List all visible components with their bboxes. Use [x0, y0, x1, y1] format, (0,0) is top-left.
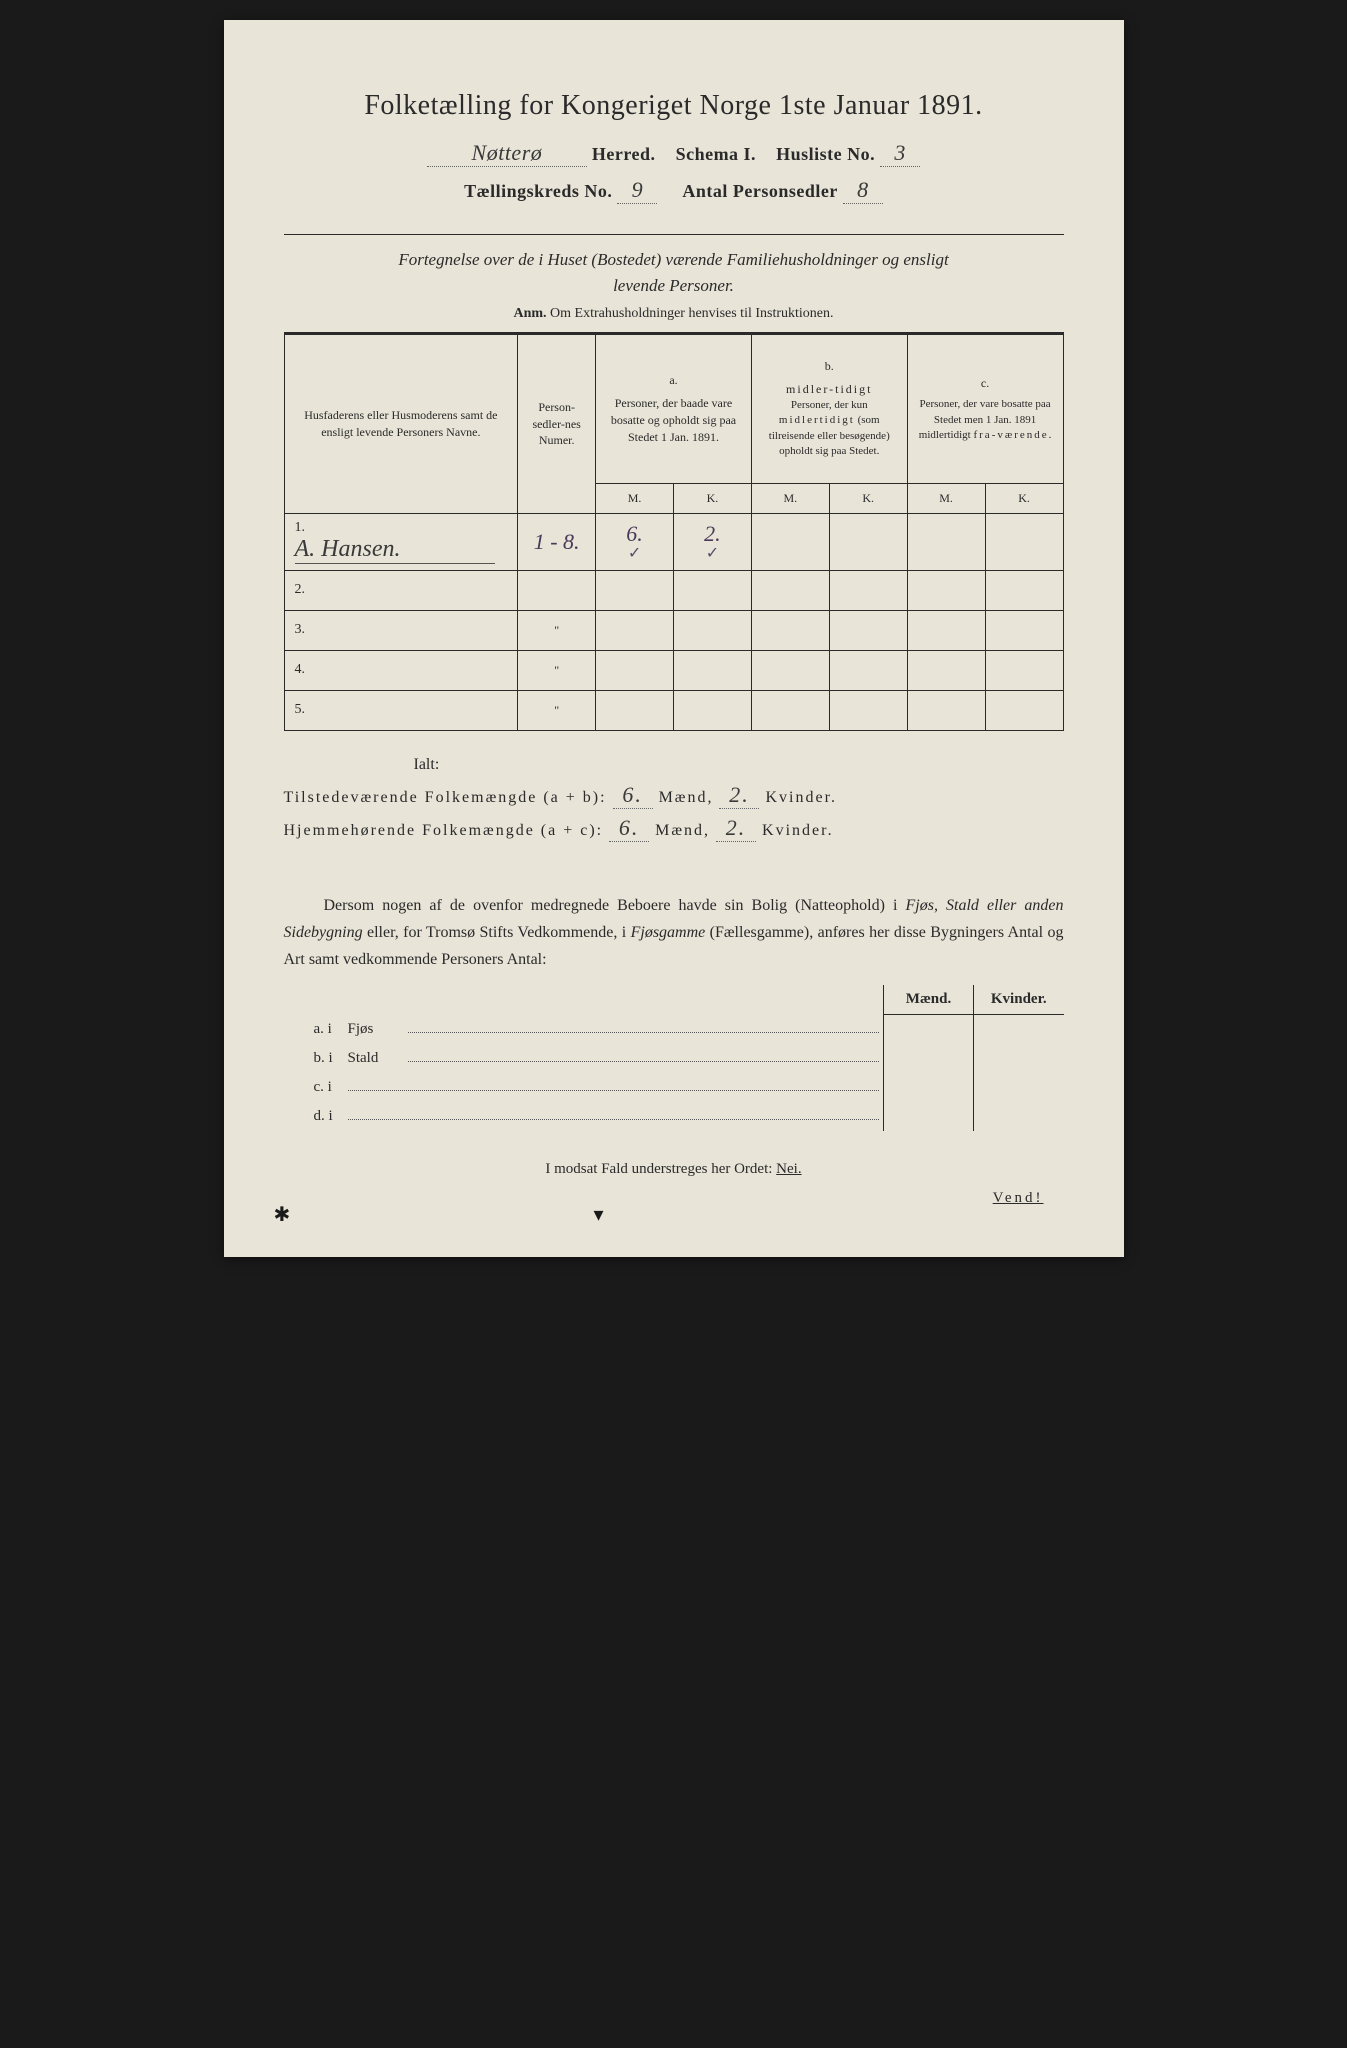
table-row: 2. [284, 570, 1063, 610]
anm-note: Anm. Om Extrahusholdninger henvises til … [284, 306, 1064, 322]
subtitle-line2: levende Personer. [613, 276, 734, 295]
aux-maend: Mænd. [884, 985, 974, 1015]
aux-row: b. i Stald [284, 1044, 1064, 1073]
husliste-value: 3 [880, 140, 920, 167]
col-a-m: M. [596, 484, 674, 514]
col-c-m: M. [907, 484, 985, 514]
col-a-k: K. [673, 484, 751, 514]
page-title: Folketælling for Kongeriget Norge 1ste J… [284, 90, 1064, 122]
col-header-a: a. Personer, der baade vare bosatte og o… [596, 334, 752, 484]
husliste-label: Husliste No. [776, 144, 875, 164]
herred-value: Nøtterø [427, 140, 587, 167]
col-header-names: Husfaderens eller Husmoderens samt de en… [284, 334, 518, 514]
hjemme-row: Hjemmehørende Folkemængde (a + c): 6. Mæ… [284, 815, 1064, 842]
table-row: 3. " [284, 610, 1063, 650]
header-line-2: Tællingskreds No. 9 Antal Personsedler 8 [284, 177, 1064, 204]
personsedler-value: 8 [843, 177, 883, 204]
ink-mark-icon: ▾ [594, 1202, 604, 1227]
household-table: Husfaderens eller Husmoderens samt de en… [284, 332, 1064, 731]
table-row: 5. " [284, 690, 1063, 730]
col-header-numer: Person-sedler-nes Numer. [518, 334, 596, 514]
subtitle-line1: Fortegnelse over de i Huset (Bostedet) v… [398, 250, 948, 269]
aux-kvinder: Kvinder. [974, 985, 1064, 1015]
row-1-name: A. Hansen. [295, 536, 495, 564]
kreds-label: Tællingskreds No. [464, 181, 612, 201]
census-form-page: Folketælling for Kongeriget Norge 1ste J… [224, 20, 1124, 1257]
table-row: 1. A. Hansen. 1 - 8. 6.✓ 2.✓ [284, 513, 1063, 570]
modsats-line: I modsat Fald understreges her Ordet: Ne… [284, 1161, 1064, 1178]
aux-row: a. i Fjøs [284, 1015, 1064, 1044]
header-line-1: Nøtterø Herred. Schema I. Husliste No. 3 [284, 140, 1064, 167]
col-b-m: M. [751, 484, 829, 514]
schema-label: Schema I. [676, 144, 757, 164]
col-c-k: K. [985, 484, 1063, 514]
table-row: 4. " [284, 650, 1063, 690]
subtitle: Fortegnelse over de i Huset (Bostedet) v… [284, 234, 1064, 322]
aux-table: Mænd. Kvinder. a. i Fjøs b. i Stald c. i… [284, 985, 1064, 1131]
herred-label: Herred. [592, 144, 656, 164]
ialt-label: Ialt: [284, 756, 1064, 774]
totals-section: Ialt: Tilstedeværende Folkemængde (a + b… [284, 756, 1064, 842]
tilstede-row: Tilstedeværende Folkemængde (a + b): 6. … [284, 782, 1064, 809]
personsedler-label: Antal Personsedler [682, 181, 837, 201]
col-header-c: c. Personer, der vare bosatte paa Stedet… [907, 334, 1063, 484]
col-b-k: K. [829, 484, 907, 514]
vend-label: Vend! [284, 1190, 1064, 1207]
ink-mark-icon: ✱ [274, 1202, 291, 1227]
col-header-b: b. midler-tidigt Personer, der kun midle… [751, 334, 907, 484]
kreds-value: 9 [617, 177, 657, 204]
dersom-paragraph: Dersom nogen af de ovenfor medregnede Be… [284, 892, 1064, 974]
aux-row: c. i [284, 1073, 1064, 1102]
aux-row: d. i [284, 1102, 1064, 1131]
